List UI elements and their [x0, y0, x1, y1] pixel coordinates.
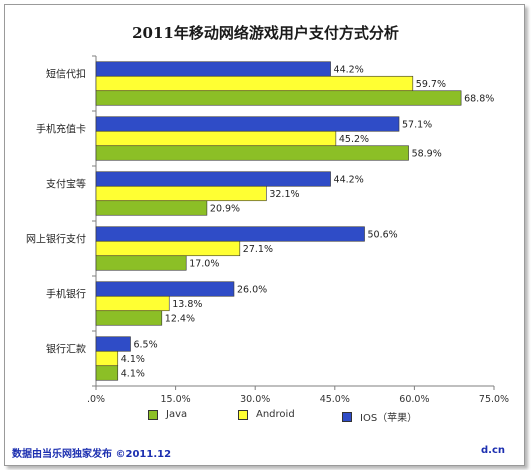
data-label-android: 27.1% — [243, 244, 273, 255]
category-label: 银行汇款 — [46, 343, 86, 356]
category-label: 网上银行支付 — [26, 233, 86, 246]
bar-ios — [95, 336, 131, 352]
bar-java — [95, 310, 163, 326]
bar-android — [95, 130, 337, 147]
category-label: 支付宝等 — [46, 178, 86, 191]
chart-title: 2011年移动网络游戏用户支付方式分析 — [132, 24, 399, 42]
legend-swatch-java — [148, 409, 158, 420]
data-label-ios: 44.2% — [334, 65, 364, 76]
data-label-java: 68.8% — [464, 94, 494, 105]
chart-legend: Java Android IOS（苹果） — [0, 409, 531, 425]
legend-label-java: Java — [166, 409, 188, 420]
data-label-android: 32.1% — [269, 189, 299, 200]
legend-item-ios: IOS（苹果） — [342, 409, 417, 424]
legend-item-java: Java — [148, 409, 187, 420]
x-tick-label: 30.0% — [240, 394, 270, 405]
bar-java — [95, 200, 208, 216]
category-label: 短信代扣 — [46, 68, 86, 81]
legend-item-android: Android — [238, 409, 295, 420]
bar-ios — [95, 281, 235, 297]
data-label-java: 4.1% — [121, 369, 145, 380]
legend-swatch-android — [238, 409, 248, 420]
footer-source: 数据由当乐网独家发布 ©2011.12 — [12, 449, 172, 460]
bar-ios — [95, 61, 331, 77]
bar-java — [95, 365, 119, 381]
footer-site: d.cn — [480, 445, 505, 456]
data-label-android: 45.2% — [339, 134, 369, 145]
bar-android — [95, 240, 241, 257]
bar-android — [95, 350, 119, 367]
bar-android — [95, 295, 170, 312]
bar-android — [95, 75, 414, 92]
data-label-android: 13.8% — [172, 299, 202, 310]
x-tick-label: 75.0% — [479, 394, 509, 405]
data-label-ios: 57.1% — [402, 120, 432, 131]
bar-ios — [95, 226, 365, 242]
data-label-android: 4.1% — [121, 354, 145, 365]
bar-ios — [95, 116, 400, 132]
category-label: 手机银行 — [46, 288, 86, 301]
legend-swatch-ios — [342, 411, 352, 422]
data-label-ios: 26.0% — [237, 285, 267, 296]
bar-java — [95, 145, 409, 161]
data-label-java: 17.0% — [189, 259, 219, 270]
x-tick-label: 15.0% — [161, 394, 191, 405]
data-label-ios: 6.5% — [133, 340, 157, 351]
bar-java — [95, 255, 187, 271]
bar-java — [95, 90, 462, 106]
x-tick-label: 45.0% — [320, 394, 350, 405]
x-tick-label: 60.0% — [399, 394, 429, 405]
bar-android — [95, 185, 267, 202]
category-label: 手机充值卡 — [36, 123, 86, 136]
data-label-ios: 50.6% — [368, 230, 398, 241]
x-tick-label: .0% — [87, 394, 105, 405]
legend-label-ios: IOS（苹果） — [360, 413, 418, 424]
legend-label-android: Android — [256, 409, 295, 420]
data-label-android: 59.7% — [416, 79, 446, 90]
bar-ios — [95, 171, 331, 187]
data-label-java: 58.9% — [412, 149, 442, 160]
data-label-java: 12.4% — [165, 314, 195, 325]
data-label-java: 20.9% — [210, 204, 240, 215]
data-label-ios: 44.2% — [334, 175, 364, 186]
